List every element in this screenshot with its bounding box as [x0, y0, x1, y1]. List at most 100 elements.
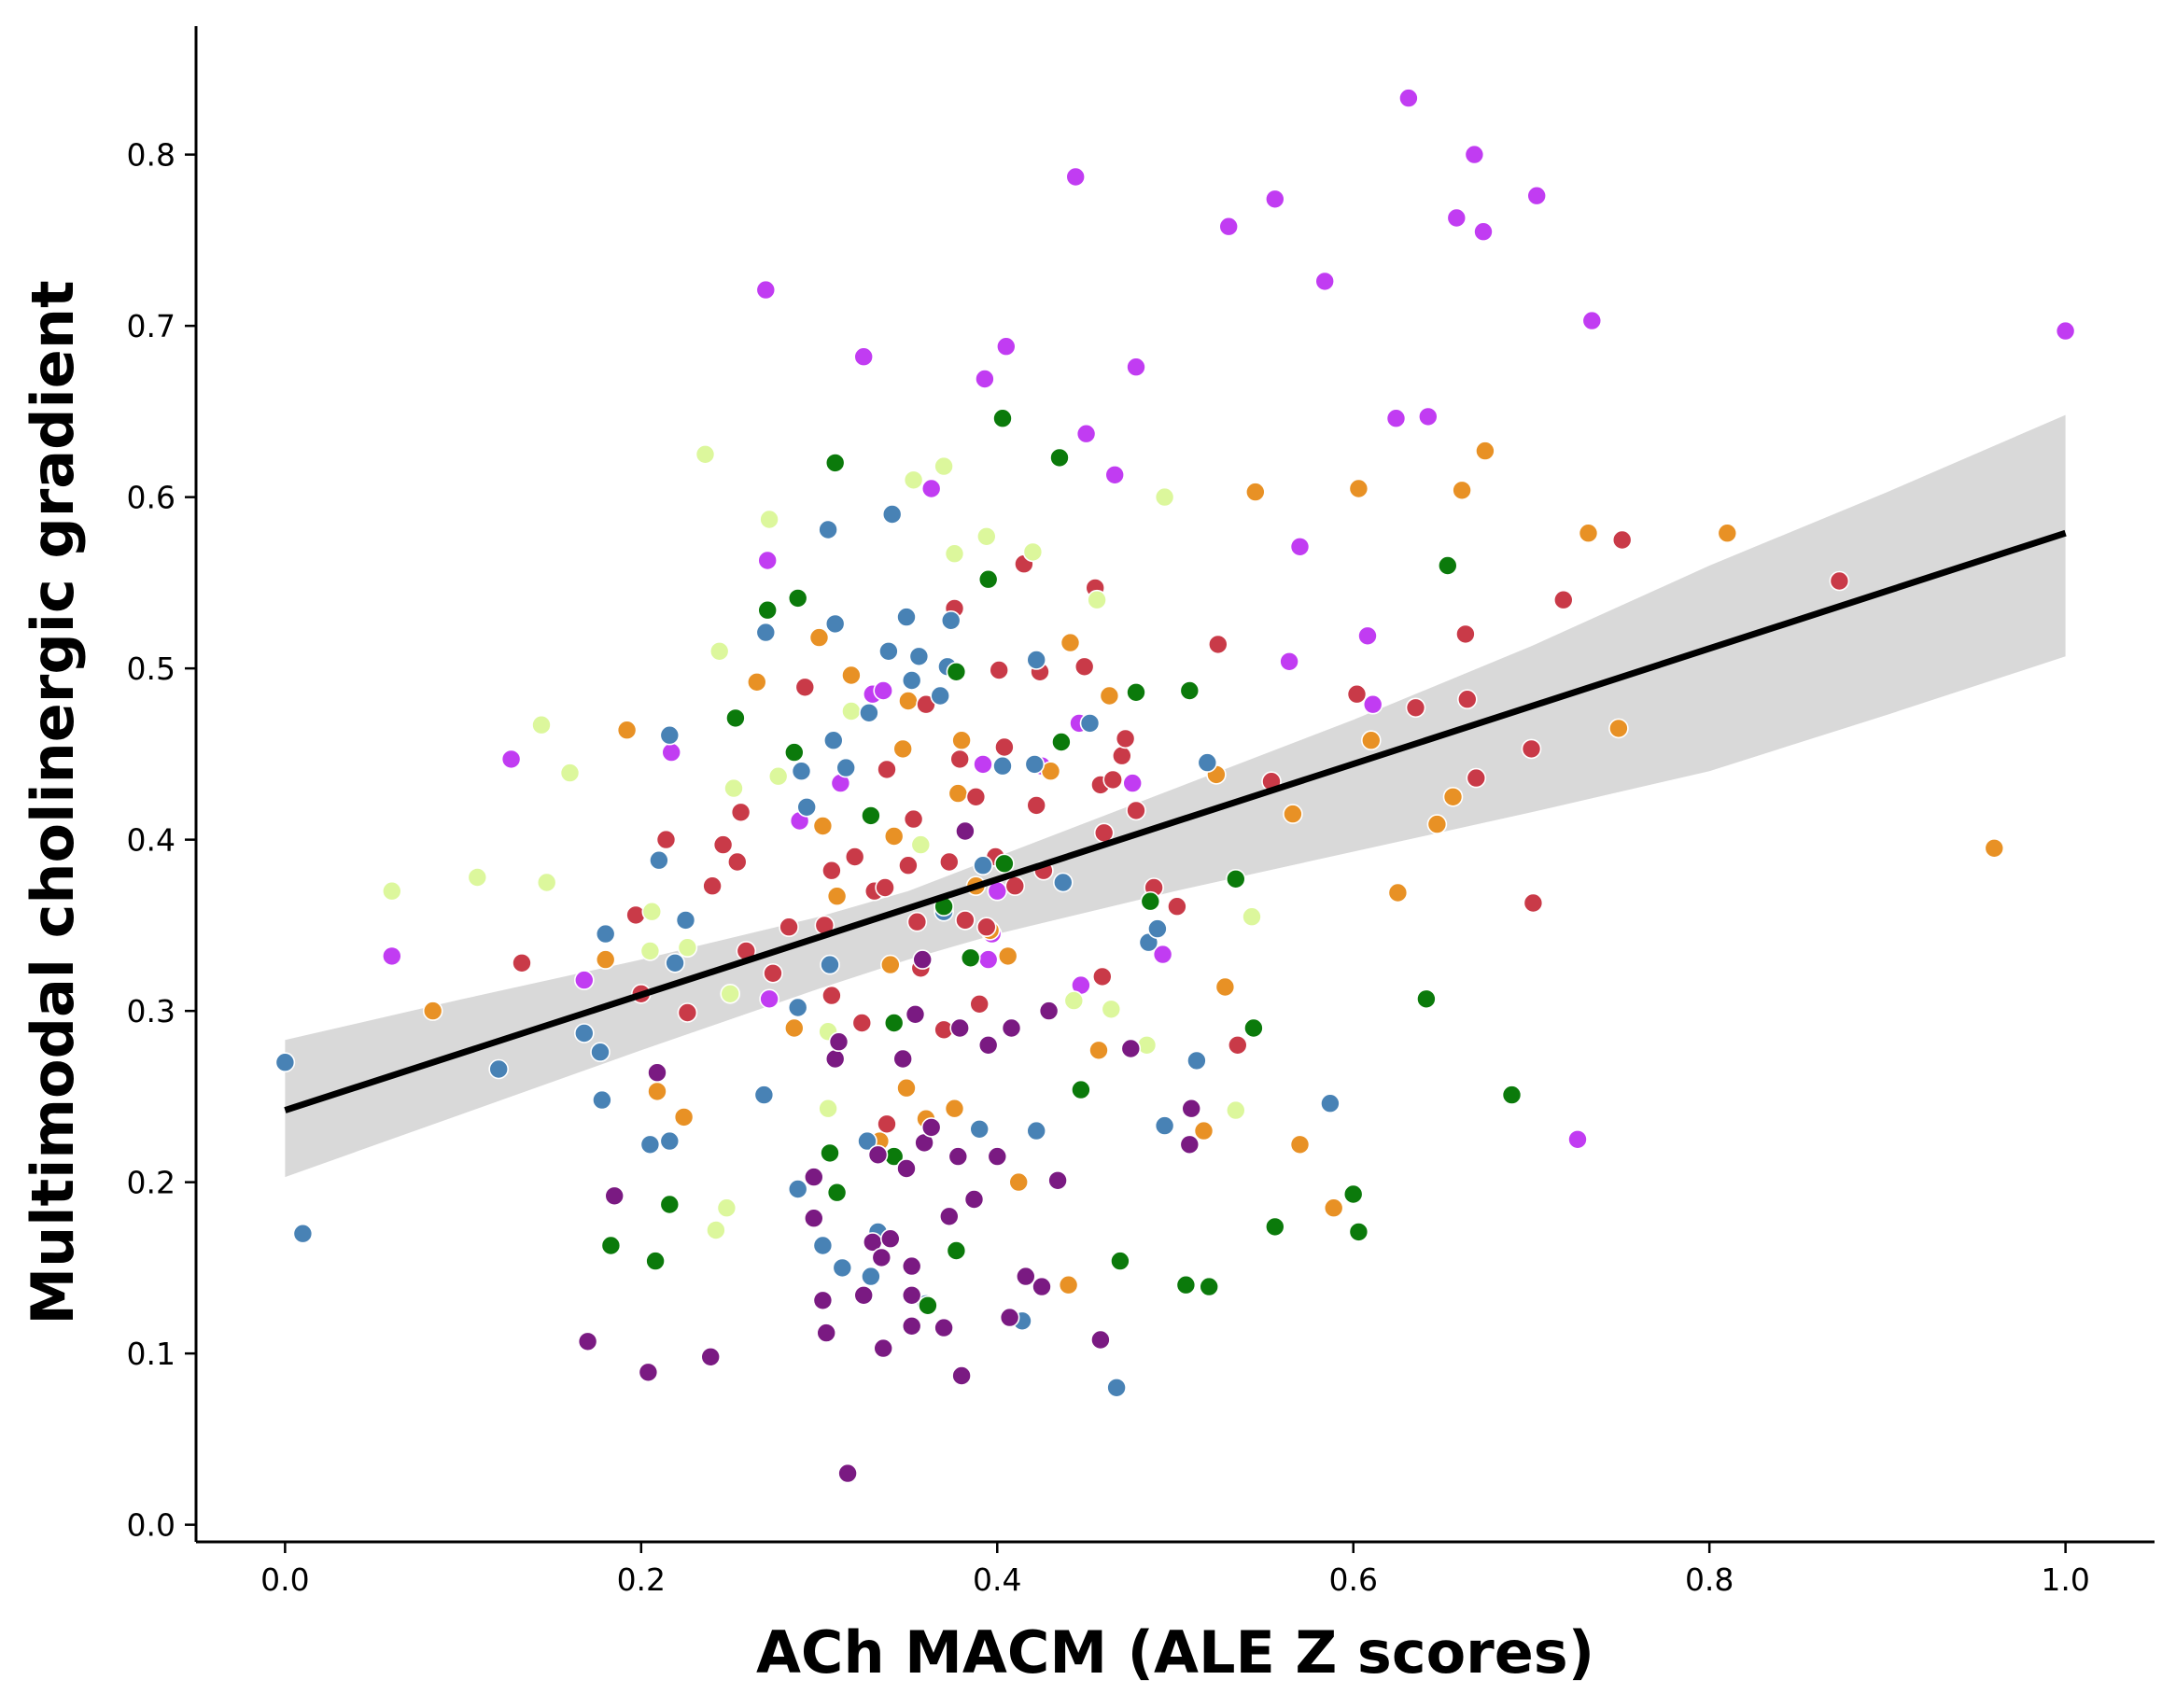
scatter-point — [1426, 814, 1448, 834]
scatter-point — [946, 1240, 967, 1261]
scatter-point — [1001, 1017, 1022, 1039]
scatter-point — [1442, 786, 1464, 807]
scatter-point — [976, 917, 997, 938]
scatter-point — [867, 1144, 889, 1166]
scatter-point — [963, 1189, 985, 1210]
scatter-point — [2055, 320, 2076, 342]
scatter-point — [883, 1013, 905, 1033]
scatter-point — [1829, 570, 1850, 592]
scatter-point — [746, 671, 767, 693]
scatter-point — [951, 730, 972, 751]
scatter-point — [975, 369, 995, 389]
y-tick-label: 0.6 — [127, 480, 175, 516]
y-tick-label: 0.8 — [127, 137, 175, 174]
x-ticks: 0.0 0.2 0.4 0.6 0.8 1.0 — [260, 1542, 2090, 1598]
scatter-point — [659, 724, 681, 746]
scatter-point — [812, 1290, 834, 1311]
scatter-point — [1416, 988, 1437, 1010]
scatter-point — [948, 783, 969, 804]
scatter-point — [767, 765, 789, 787]
y-tick-label: 0.2 — [127, 1165, 175, 1201]
scatter-point — [381, 945, 402, 967]
scatter-point — [1242, 906, 1262, 928]
scatter-point — [1218, 216, 1239, 237]
scatter-point — [903, 469, 924, 491]
scatter-point — [1024, 754, 1046, 775]
x-tick-label: 0.2 — [617, 1561, 666, 1598]
scatter-point — [1126, 681, 1146, 703]
scatter-point — [875, 877, 895, 898]
scatter-point — [1175, 1274, 1197, 1295]
scatter-point — [1398, 88, 1419, 108]
scatter-point — [716, 1197, 737, 1218]
scatter-point — [1016, 1266, 1036, 1287]
scatter-point — [920, 1117, 942, 1138]
scatter-point — [559, 763, 581, 783]
scatter-point — [755, 279, 777, 301]
scatter-point — [500, 749, 522, 770]
scatter-point — [1186, 1050, 1207, 1071]
scatter-point — [467, 867, 488, 888]
scatter-point — [940, 609, 962, 631]
scatter-point — [973, 855, 993, 876]
scatter-point — [1079, 713, 1101, 734]
scatter-point — [1357, 625, 1378, 647]
scatter-point — [1092, 966, 1113, 987]
scatter-point — [1611, 529, 1633, 551]
scatter-point — [1348, 478, 1369, 499]
scatter-point — [938, 851, 960, 873]
scatter-point — [1245, 482, 1266, 502]
scatter-point — [1199, 1276, 1219, 1297]
scatter-point — [1446, 207, 1467, 229]
scatter-point — [1058, 1274, 1079, 1295]
scatter-point — [944, 543, 965, 565]
scatter-point — [892, 1048, 914, 1070]
scatter-point — [1101, 999, 1122, 1020]
scatter-point — [796, 796, 818, 818]
scatter-point — [783, 1017, 805, 1039]
scatter-point — [877, 759, 897, 780]
scatter-point — [901, 1285, 922, 1306]
scatter-point — [1418, 406, 1439, 427]
scatter-point — [820, 954, 840, 975]
scatter-point — [853, 1285, 875, 1306]
scatter-point — [512, 953, 532, 973]
scatter-point — [274, 1052, 296, 1072]
scatter-point — [577, 1331, 598, 1352]
scatter-point — [977, 568, 999, 590]
scatter-point — [639, 1134, 661, 1155]
scatter-point — [826, 886, 848, 907]
scatter-point — [759, 988, 779, 1010]
scatter-point — [1106, 1378, 1127, 1398]
scatter-point — [946, 661, 967, 682]
scatter-point — [1464, 144, 1485, 165]
scatter-point — [702, 875, 723, 897]
scatter-point — [1154, 1115, 1175, 1136]
scatter-point — [857, 1130, 877, 1152]
scatter-point — [1038, 1001, 1060, 1021]
scatter-point — [590, 1042, 611, 1062]
scatter-point — [1501, 1085, 1523, 1105]
scatter-point — [1026, 650, 1046, 670]
scatter-point — [973, 754, 993, 775]
scatter-point — [1074, 656, 1095, 678]
scatter-point — [851, 1013, 873, 1033]
scatter-point — [1181, 1098, 1201, 1119]
scatter-point — [818, 1098, 838, 1119]
scatter-point — [1226, 868, 1246, 889]
scatter-point — [812, 1235, 834, 1256]
scatter-point — [812, 816, 834, 836]
scatter-point — [960, 947, 981, 969]
scatter-point — [655, 829, 677, 850]
scatter-point — [1567, 1129, 1588, 1150]
scatter-point — [677, 937, 698, 959]
x-tick-label: 0.6 — [1328, 1561, 1377, 1598]
scatter-point — [1289, 1134, 1311, 1155]
scatter-point — [725, 707, 746, 729]
scatter-point — [1265, 189, 1285, 210]
scatter-point — [908, 646, 930, 667]
scatter-point — [1526, 185, 1547, 206]
scatter-point — [949, 1017, 970, 1039]
scatter-point — [1314, 271, 1335, 292]
scatter-point — [1553, 589, 1574, 610]
